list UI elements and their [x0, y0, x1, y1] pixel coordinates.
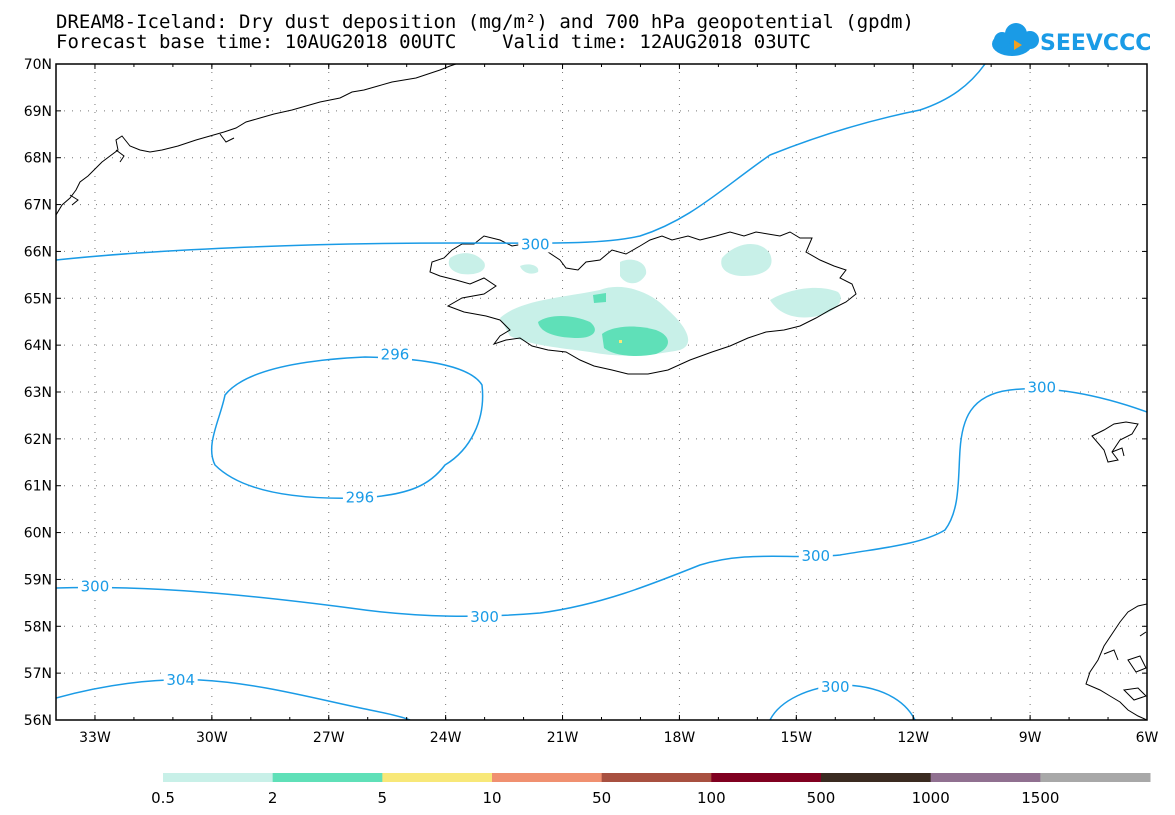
- legend-label: 100: [697, 789, 726, 807]
- logo-text: SEEVCCC: [1040, 31, 1150, 56]
- map-title-line-2: Forecast base time: 10AUG2018 00UTC Vali…: [56, 31, 811, 53]
- legend-swatch: [711, 773, 822, 782]
- dust-area-mid-small: [593, 293, 606, 303]
- dust-area-light-northeast: [721, 243, 772, 276]
- lat-label: 59N: [24, 572, 52, 588]
- dust-area-mid-central: [602, 326, 668, 356]
- coast-greenland: [56, 64, 457, 216]
- map-frame: [56, 64, 1147, 720]
- lat-label: 56N: [24, 713, 52, 729]
- contour-label-text: 300: [521, 235, 550, 253]
- contour-label-text: 300: [470, 608, 499, 626]
- contour-304: [56, 678, 411, 720]
- dust-area-light-northwest: [448, 253, 485, 275]
- geopotential-contours: [56, 64, 1147, 720]
- contour-labels: 300 296 296 300 300 300 300 304 300: [77, 235, 1059, 696]
- coast-scotland: [1085, 603, 1147, 720]
- contour-label: 300: [818, 678, 853, 696]
- legend-swatch: [272, 773, 383, 782]
- contour-label-text: 296: [381, 346, 410, 364]
- dust-area-light-coast: [520, 264, 539, 274]
- lon-label: 12W: [897, 730, 929, 746]
- lat-label: 66N: [24, 244, 52, 260]
- contour-300-east: [56, 387, 1147, 618]
- legend-label: 1000: [912, 789, 950, 807]
- lon-label: 24W: [430, 730, 462, 746]
- lat-label: 58N: [24, 619, 52, 635]
- coast-faroe: [1091, 421, 1139, 463]
- contour-label: 300: [798, 547, 833, 565]
- dust-area-light-east: [770, 287, 841, 318]
- legend-label: 500: [807, 789, 836, 807]
- lat-label: 69N: [24, 104, 52, 120]
- coastlines: [56, 64, 1147, 720]
- legend-label: 50: [592, 789, 611, 807]
- color-legend: 0.5 2 5 10 50 100 500 1000 1500: [151, 773, 1151, 807]
- lon-label: 21W: [547, 730, 579, 746]
- contour-label-text: 300: [821, 678, 850, 696]
- legend-swatch: [382, 773, 493, 782]
- legend-label: 5: [378, 789, 388, 807]
- dust-deposition-field: [448, 243, 841, 356]
- map-title-line-1: DREAM8-Iceland: Dry dust deposition (mg/…: [56, 11, 914, 33]
- legend-swatch: [163, 773, 274, 782]
- lat-label: 63N: [24, 385, 52, 401]
- seevccc-logo: SEEVCCC: [992, 23, 1150, 56]
- legend-swatch: [601, 773, 712, 782]
- latitude-labels: 70N 69N 68N 67N 66N 65N 64N 63N 62N 61N 60N 59N 58N 5…: [24, 57, 52, 729]
- legend-label: 1500: [1021, 789, 1059, 807]
- dust-area-light-north: [620, 259, 647, 284]
- legend-swatch: [821, 773, 932, 782]
- lat-label: 68N: [24, 151, 52, 167]
- legend-label: 2: [268, 789, 278, 807]
- contour-label-text: 304: [166, 671, 195, 689]
- lon-label: 27W: [313, 730, 345, 746]
- lon-label: 15W: [780, 730, 812, 746]
- lat-label: 70N: [24, 57, 52, 73]
- lon-label: 6W: [1136, 730, 1159, 746]
- contour-label: 300: [77, 577, 112, 595]
- legend-label: 10: [482, 789, 501, 807]
- legend-swatch: [930, 773, 1041, 782]
- lon-label: 30W: [196, 730, 228, 746]
- lat-label: 60N: [24, 526, 52, 542]
- lon-label: 18W: [664, 730, 696, 746]
- axis-ticks: [55, 63, 1148, 721]
- contour-label-text: 300: [1027, 378, 1056, 396]
- legend-label: 0.5: [151, 789, 175, 807]
- contour-300-north: [56, 64, 986, 261]
- lon-label: 33W: [79, 730, 111, 746]
- dust-area-yellow-spot: [619, 340, 622, 343]
- coast-iceland: [429, 231, 857, 375]
- contour-label-text: 300: [81, 577, 110, 595]
- dust-area-mid-west: [538, 316, 595, 338]
- lat-label: 57N: [24, 666, 52, 682]
- lat-label: 65N: [24, 291, 52, 307]
- contour-label: 296: [377, 345, 412, 364]
- contour-label-text: 296: [346, 488, 375, 506]
- lat-label: 61N: [24, 479, 52, 495]
- legend-swatch: [1040, 773, 1151, 782]
- cloud-icon: [992, 23, 1039, 56]
- lat-label: 67N: [24, 198, 52, 214]
- contour-label: 300: [1024, 378, 1059, 396]
- legend-swatch: [492, 773, 603, 782]
- contour-label-text: 300: [801, 547, 830, 565]
- lon-label: 9W: [1019, 730, 1042, 746]
- lat-label: 62N: [24, 432, 52, 448]
- contour-label: 300: [518, 235, 553, 253]
- contour-label: 300: [467, 607, 502, 626]
- lat-label: 64N: [24, 338, 52, 354]
- contour-label: 296: [342, 488, 377, 506]
- longitude-labels: 33W 30W 27W 24W 21W 18W 15W 12W 9W 6W: [79, 730, 1158, 746]
- contour-label: 304: [163, 671, 198, 689]
